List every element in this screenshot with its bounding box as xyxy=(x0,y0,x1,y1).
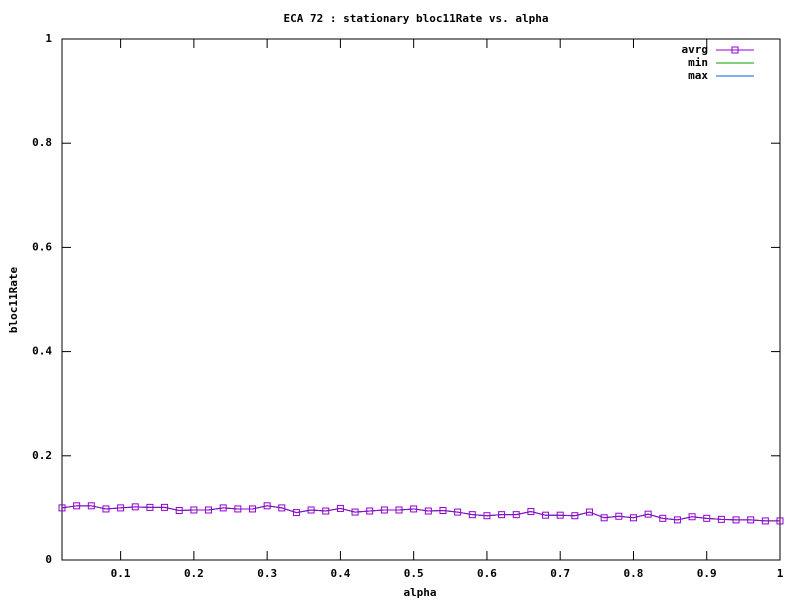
x-tick-label: 0.7 xyxy=(550,567,570,580)
legend-label: avrg xyxy=(682,43,709,56)
data-point xyxy=(454,508,462,516)
data-point xyxy=(659,514,667,522)
y-tick-label: 0.2 xyxy=(32,449,52,462)
data-point xyxy=(380,506,388,514)
data-point xyxy=(747,516,755,524)
data-point xyxy=(468,511,476,519)
data-point xyxy=(395,506,403,514)
data-point xyxy=(87,502,95,510)
data-point xyxy=(131,503,139,511)
y-tick-label: 0.6 xyxy=(32,240,52,253)
x-tick-label: 0.5 xyxy=(404,567,424,580)
x-tick-label: 0.2 xyxy=(184,567,204,580)
data-point xyxy=(498,511,506,519)
data-point xyxy=(571,512,579,520)
plot-frame xyxy=(61,38,781,561)
data-point xyxy=(234,505,242,513)
chart-title: ECA 72 : stationary bloc11Rate vs. alpha xyxy=(284,12,549,25)
data-point xyxy=(483,512,491,520)
data-point xyxy=(512,511,520,519)
data-point xyxy=(322,507,330,515)
data-point xyxy=(717,515,725,523)
data-point xyxy=(644,510,652,518)
legend-label: max xyxy=(688,69,708,82)
data-point xyxy=(190,506,198,514)
y-tick-label: 0.8 xyxy=(32,136,52,149)
data-point xyxy=(776,517,784,525)
data-point xyxy=(205,506,213,514)
x-tick-label: 0.8 xyxy=(624,567,644,580)
data-point xyxy=(732,516,740,524)
y-tick-label: 1 xyxy=(45,32,52,45)
data-point xyxy=(146,503,154,511)
data-point xyxy=(102,505,110,513)
data-point xyxy=(175,507,183,515)
data-point xyxy=(336,504,344,512)
series-line xyxy=(61,505,780,522)
y-tick-label: 0.4 xyxy=(32,345,52,358)
x-tick-label: 0.4 xyxy=(330,567,350,580)
x-tick-label: 0.9 xyxy=(697,567,717,580)
data-point xyxy=(703,514,711,522)
data-point xyxy=(556,511,564,519)
data-point xyxy=(600,514,608,522)
y-axis-label: bloc11Rate xyxy=(7,267,20,334)
y-tick-label: 0 xyxy=(45,553,52,566)
data-point xyxy=(263,502,271,510)
data-point xyxy=(307,506,315,514)
data-point xyxy=(248,505,256,513)
data-point xyxy=(292,509,300,517)
x-tick-label: 0.3 xyxy=(257,567,277,580)
x-tick-label: 0.1 xyxy=(111,567,131,580)
data-point xyxy=(439,507,447,515)
x-axis-label: alpha xyxy=(403,586,436,599)
data-point xyxy=(73,502,81,510)
data-point xyxy=(161,503,169,511)
x-tick-label: 0.6 xyxy=(477,567,497,580)
data-point xyxy=(629,514,637,522)
data-point xyxy=(688,513,696,521)
data-point xyxy=(219,504,227,512)
data-point xyxy=(761,517,769,525)
data-point xyxy=(673,516,681,524)
data-point xyxy=(424,507,432,515)
x-tick-label: 1 xyxy=(777,567,784,580)
legend-marker xyxy=(731,46,739,54)
data-point xyxy=(278,504,286,512)
data-point xyxy=(586,508,594,516)
data-point xyxy=(615,512,623,520)
data-point xyxy=(410,505,418,513)
data-point xyxy=(366,507,374,515)
data-point xyxy=(351,508,359,516)
legend-label: min xyxy=(688,56,708,69)
data-point xyxy=(58,504,66,512)
data-point xyxy=(527,508,535,516)
data-point xyxy=(117,504,125,512)
data-point xyxy=(542,511,550,519)
